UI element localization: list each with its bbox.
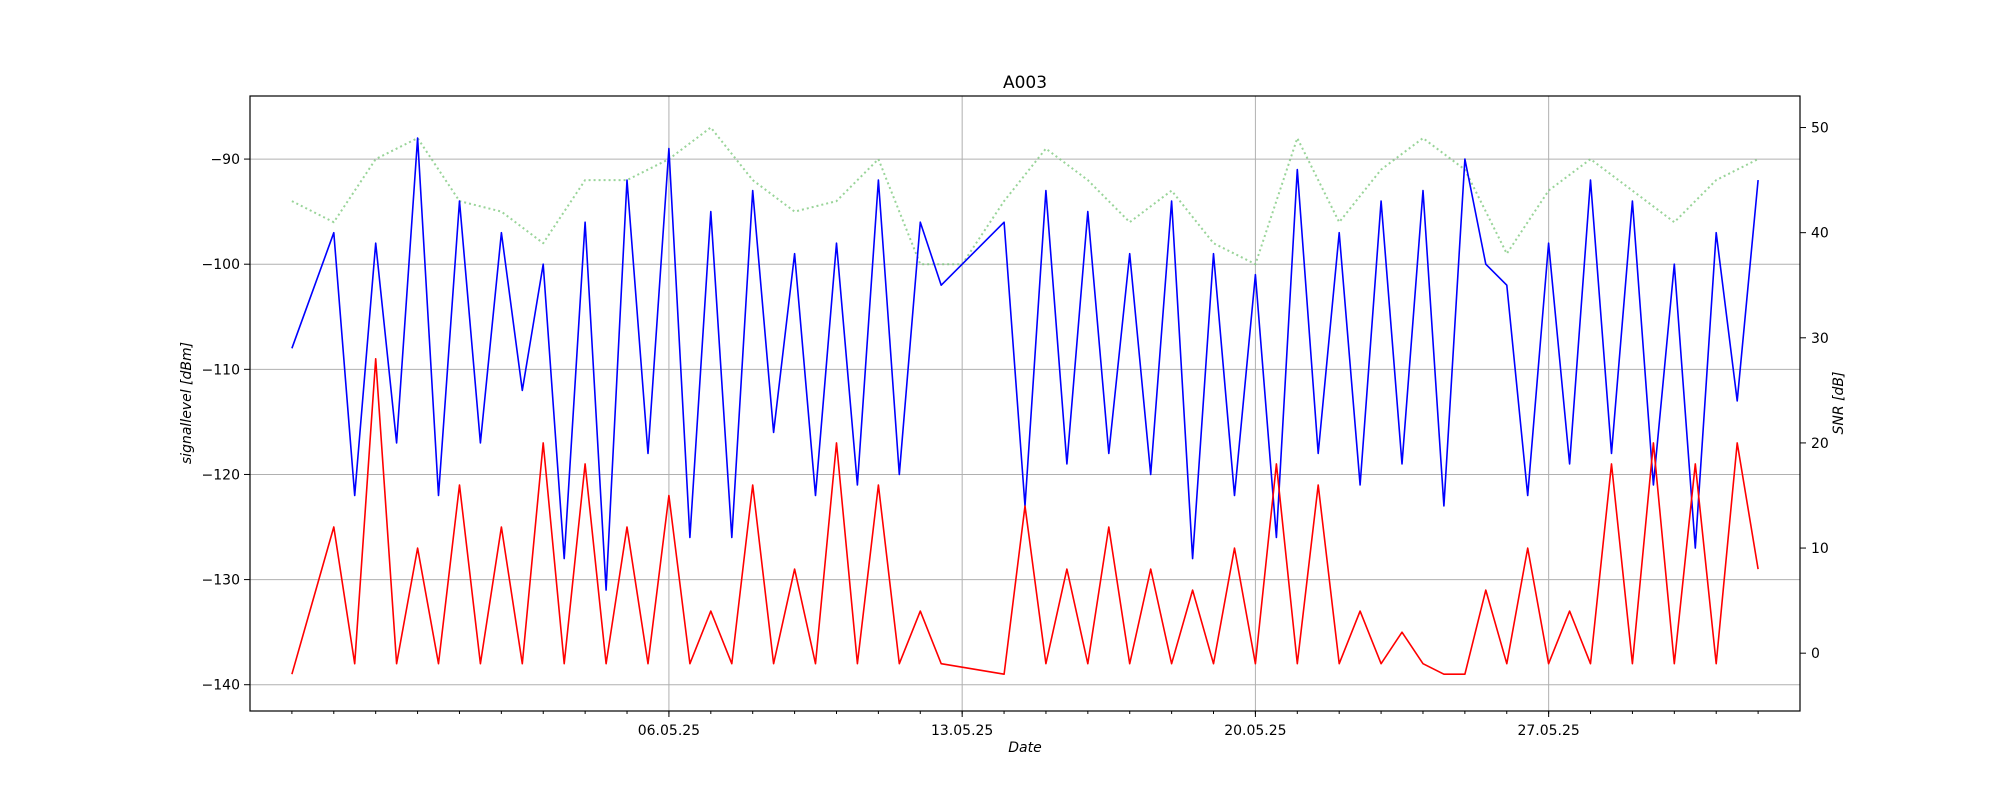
x-tick-label: 06.05.25 [638, 723, 700, 739]
plot-frame [249, 95, 1801, 712]
x-axis-title: Date [1008, 740, 1041, 756]
right-y-tick-label: 0 [1811, 646, 1820, 662]
x-tick-label: 27.05.25 [1517, 723, 1579, 739]
left-y-tick-label: −90 [210, 152, 240, 168]
chart-title: A003 [1003, 73, 1047, 93]
right-y-axis-title: SNR [dB] [1831, 372, 1847, 435]
left-y-tick-label: −140 [202, 678, 240, 694]
series-line-1 [291, 357, 1759, 676]
left-y-tick-label: −110 [202, 362, 240, 378]
plot-series [291, 126, 1759, 676]
x-tick-label: 13.05.25 [931, 723, 993, 739]
left-y-axis-title: signallevel [dBm] [179, 342, 195, 464]
right-y-tick-label: 40 [1811, 226, 1829, 242]
right-y-tick-label: 30 [1811, 331, 1829, 347]
right-y-tick-label: 50 [1811, 121, 1829, 137]
left-y-tick-label: −130 [202, 573, 240, 589]
left-y-axis-ticks: −90 −100 −110 −120 −130 −140 [202, 152, 250, 694]
x-axis-ticks: 06.05.25 13.05.25 20.05.25 27.05.25 [291, 711, 1759, 739]
series-line-0 [291, 137, 1759, 591]
left-y-tick-label: −120 [202, 467, 240, 483]
series-line-2 [291, 126, 1759, 266]
right-y-axis-ticks: 50 40 30 20 10 0 [1800, 121, 1829, 662]
right-y-tick-label: 20 [1811, 436, 1829, 452]
x-tick-label: 20.05.25 [1224, 723, 1286, 739]
right-y-tick-label: 10 [1811, 541, 1829, 557]
grid-lines [250, 96, 1800, 711]
left-y-tick-label: −100 [202, 257, 240, 273]
